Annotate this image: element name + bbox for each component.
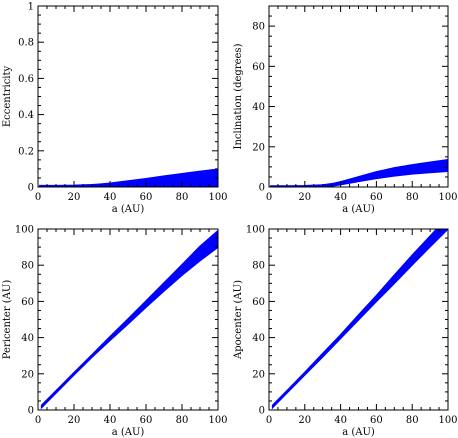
x-tick-label: 0 — [35, 192, 41, 203]
y-axis-label: Inclination (degrees) — [233, 43, 244, 149]
y-tick-label: 20 — [252, 369, 265, 380]
series-band — [271, 229, 448, 410]
x-axis-label: a (AU) — [342, 204, 375, 215]
x-tick-label: 0 — [266, 192, 272, 203]
y-tick-label: 80 — [21, 261, 34, 272]
x-axis-label: a (AU) — [112, 427, 145, 438]
y-tick-label: 40 — [252, 333, 265, 344]
y-tick-label: 60 — [21, 297, 34, 308]
x-tick-label: 0 — [35, 415, 41, 426]
y-tick-label: 0.4 — [18, 110, 34, 121]
panel-2: 0 20 40 60 80 100 0 20 40 60 80 a (AU) Inclination (… — [233, 5, 458, 215]
y-tick-label: 100 — [15, 225, 34, 236]
y-tick-label: 80 — [252, 22, 265, 33]
y-tick-label: 60 — [252, 62, 265, 73]
x-tick-label: 60 — [370, 415, 383, 426]
y-tick-label: 0.6 — [18, 74, 34, 85]
y-tick-label: 20 — [252, 142, 265, 153]
x-tick-label: 100 — [208, 415, 227, 426]
panel-3: 0 20 40 60 80 100 0 20 40 60 80 100 a (AU) Pericenter… — [2, 225, 228, 438]
x-tick-label: 60 — [140, 192, 153, 203]
y-tick-label: 100 — [246, 225, 265, 236]
y-tick-label: 0 — [259, 406, 265, 417]
x-tick-label: 80 — [406, 192, 419, 203]
series-band — [40, 229, 218, 410]
x-tick-label: 100 — [208, 192, 227, 203]
x-tick-label: 100 — [438, 192, 457, 203]
x-tick-label: 80 — [176, 192, 189, 203]
y-tick-label: 60 — [252, 297, 265, 308]
plot-frame — [268, 5, 449, 188]
y-axis-label: Eccentricity — [2, 65, 13, 127]
y-tick-label: 80 — [252, 261, 265, 272]
y-tick-label: 0.2 — [18, 146, 34, 157]
y-axis-label: Pericenter (AU) — [2, 280, 13, 360]
x-tick-label: 100 — [438, 415, 457, 426]
x-tick-label: 60 — [370, 192, 383, 203]
x-tick-label: 80 — [406, 415, 419, 426]
series-band — [270, 159, 448, 187]
x-tick-label: 40 — [334, 415, 347, 426]
x-tick-label: 40 — [104, 415, 117, 426]
y-tick-label: 40 — [21, 333, 34, 344]
x-tick-label: 0 — [266, 415, 272, 426]
x-tick-label: 40 — [104, 192, 117, 203]
x-tick-label: 20 — [68, 192, 81, 203]
x-tick-label: 20 — [68, 415, 81, 426]
y-tick-label: 0 — [259, 183, 265, 194]
plot-frame — [37, 5, 219, 188]
x-axis-label: a (AU) — [342, 427, 375, 438]
y-axis-label: Apocenter (AU) — [233, 280, 244, 360]
x-tick-label: 40 — [334, 192, 347, 203]
y-tick-label: 0.8 — [18, 38, 34, 49]
x-tick-label: 60 — [140, 415, 153, 426]
y-tick-label: 0 — [28, 406, 34, 417]
x-axis-label: a (AU) — [112, 204, 145, 215]
y-tick-label: 1 — [28, 2, 34, 13]
panel-4: 0 20 40 60 80 100 0 20 40 60 80 100 a (AU) Apocenter … — [233, 225, 458, 438]
panel-1: 0 20 40 60 80 100 0 0.2 0.4 0.6 0.8 1 a (AU) Eccentri… — [2, 2, 228, 216]
x-tick-label: 80 — [176, 415, 189, 426]
y-tick-label: 20 — [21, 369, 34, 380]
x-tick-label: 20 — [298, 192, 311, 203]
y-tick-label: 0 — [28, 183, 34, 194]
x-tick-label: 20 — [298, 415, 311, 426]
y-tick-label: 40 — [252, 102, 265, 113]
